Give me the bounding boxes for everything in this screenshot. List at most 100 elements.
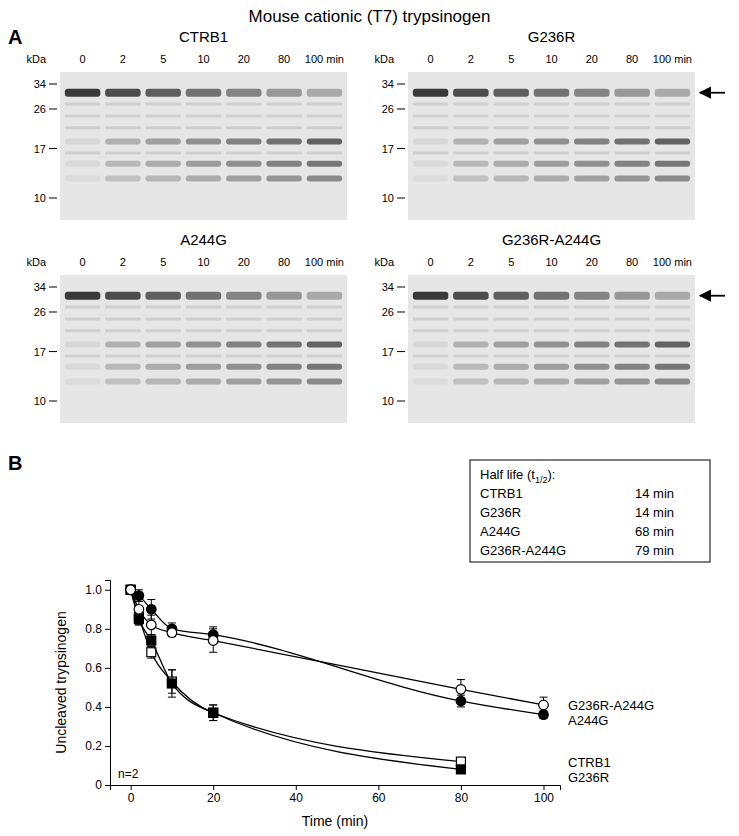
gel-band — [186, 103, 221, 106]
gel-band — [105, 89, 140, 97]
gel-band — [145, 114, 180, 117]
gel-band — [574, 126, 609, 129]
gel-band — [614, 364, 649, 370]
gel-band — [266, 379, 301, 385]
gel-band — [307, 342, 342, 348]
gel-panel: G236R025102080100 minkDa34261710 — [374, 28, 725, 220]
lane-label: 0 — [80, 53, 86, 65]
gel-band — [655, 292, 690, 300]
gel-band — [307, 89, 342, 97]
half-life-box — [470, 460, 710, 562]
gel-band — [413, 103, 448, 106]
tick: 100 — [534, 785, 554, 805]
gel-title: CTRB1 — [179, 28, 228, 45]
gel-band — [655, 354, 690, 357]
tick: 60 — [372, 785, 386, 805]
gel-band — [266, 342, 301, 348]
tick-label: 0.8 — [85, 622, 102, 636]
gel-band — [413, 139, 448, 145]
marker-label: 17 — [34, 143, 46, 155]
gel-band — [65, 342, 100, 348]
marker-tick — [49, 351, 57, 352]
gel-band — [614, 317, 649, 320]
error-bar-cap — [168, 669, 176, 670]
gel-band — [145, 139, 180, 145]
gel-band — [413, 364, 448, 370]
gel-band — [453, 161, 488, 167]
gel-band — [226, 364, 261, 370]
tick: 0.6 — [85, 661, 110, 675]
gel-band — [453, 103, 488, 106]
gel-band — [266, 354, 301, 357]
tick-label: 40 — [290, 791, 304, 805]
error-bar — [127, 586, 135, 594]
gel-band — [266, 176, 301, 182]
marker-tick — [397, 108, 405, 109]
error-bar — [147, 635, 155, 647]
x-axis-title: Time (min) — [302, 813, 368, 829]
tick-mark — [131, 785, 132, 790]
marker-tick — [49, 287, 57, 288]
gel-band — [413, 306, 448, 309]
axis-line — [105, 581, 111, 786]
gel-band — [413, 126, 448, 129]
marker-label: 26 — [34, 103, 46, 115]
gel-band — [186, 114, 221, 117]
error-bar-cap — [209, 704, 217, 705]
plot-area — [126, 585, 548, 774]
gel-band — [186, 126, 221, 129]
gel-band — [655, 103, 690, 106]
gel-band — [65, 139, 100, 145]
error-bar-cap — [209, 704, 217, 705]
error-bar-cap — [168, 622, 176, 623]
lane-label: 80 — [278, 53, 290, 65]
gel-band — [493, 114, 528, 117]
gel-band — [534, 103, 569, 106]
gel-band — [266, 317, 301, 320]
error-bar — [127, 586, 135, 594]
tick-label: 80 — [455, 791, 469, 805]
gel-band — [65, 126, 100, 129]
gel-band — [534, 151, 569, 154]
gel-band — [534, 161, 569, 167]
tick-label: 0 — [128, 791, 135, 805]
gel-band — [574, 103, 609, 106]
gel-panel: CTRB1025102080100 minkDa34261710 — [26, 28, 347, 220]
error-bar-cap — [209, 626, 217, 627]
marker-tick — [397, 84, 405, 85]
series-label: G236R — [568, 770, 609, 785]
lane-label: 10 — [197, 256, 209, 268]
gel-band — [614, 354, 649, 357]
lane-label: 80 — [626, 53, 638, 65]
gel-band — [65, 292, 100, 300]
gel-band — [614, 103, 649, 106]
lane-label: 100 min — [653, 53, 692, 65]
gel-band — [65, 306, 100, 309]
gel-band — [493, 161, 528, 167]
gel-band — [574, 329, 609, 332]
gel-band — [614, 329, 649, 332]
error-bar-cap — [209, 628, 217, 629]
gel-band — [145, 379, 180, 385]
gel-band — [105, 306, 140, 309]
series-label: G236R-A244G — [568, 698, 654, 713]
tick: 40 — [290, 785, 304, 805]
gel-band — [614, 176, 649, 182]
series — [126, 585, 548, 713]
gel-band — [105, 317, 140, 320]
gel-band — [105, 379, 140, 385]
marker-tick — [49, 148, 57, 149]
gel-band — [413, 176, 448, 182]
tick-mark — [105, 785, 110, 786]
gel-band — [226, 89, 261, 97]
gel-band — [307, 139, 342, 145]
error-bar — [457, 680, 465, 700]
gel-band — [453, 317, 488, 320]
data-point — [126, 585, 135, 594]
error-bar — [147, 615, 155, 635]
gel-band — [186, 364, 221, 370]
lane-label: 10 — [545, 53, 557, 65]
gel-band — [266, 139, 301, 145]
tick-mark — [105, 629, 110, 630]
gel-band — [145, 89, 180, 97]
